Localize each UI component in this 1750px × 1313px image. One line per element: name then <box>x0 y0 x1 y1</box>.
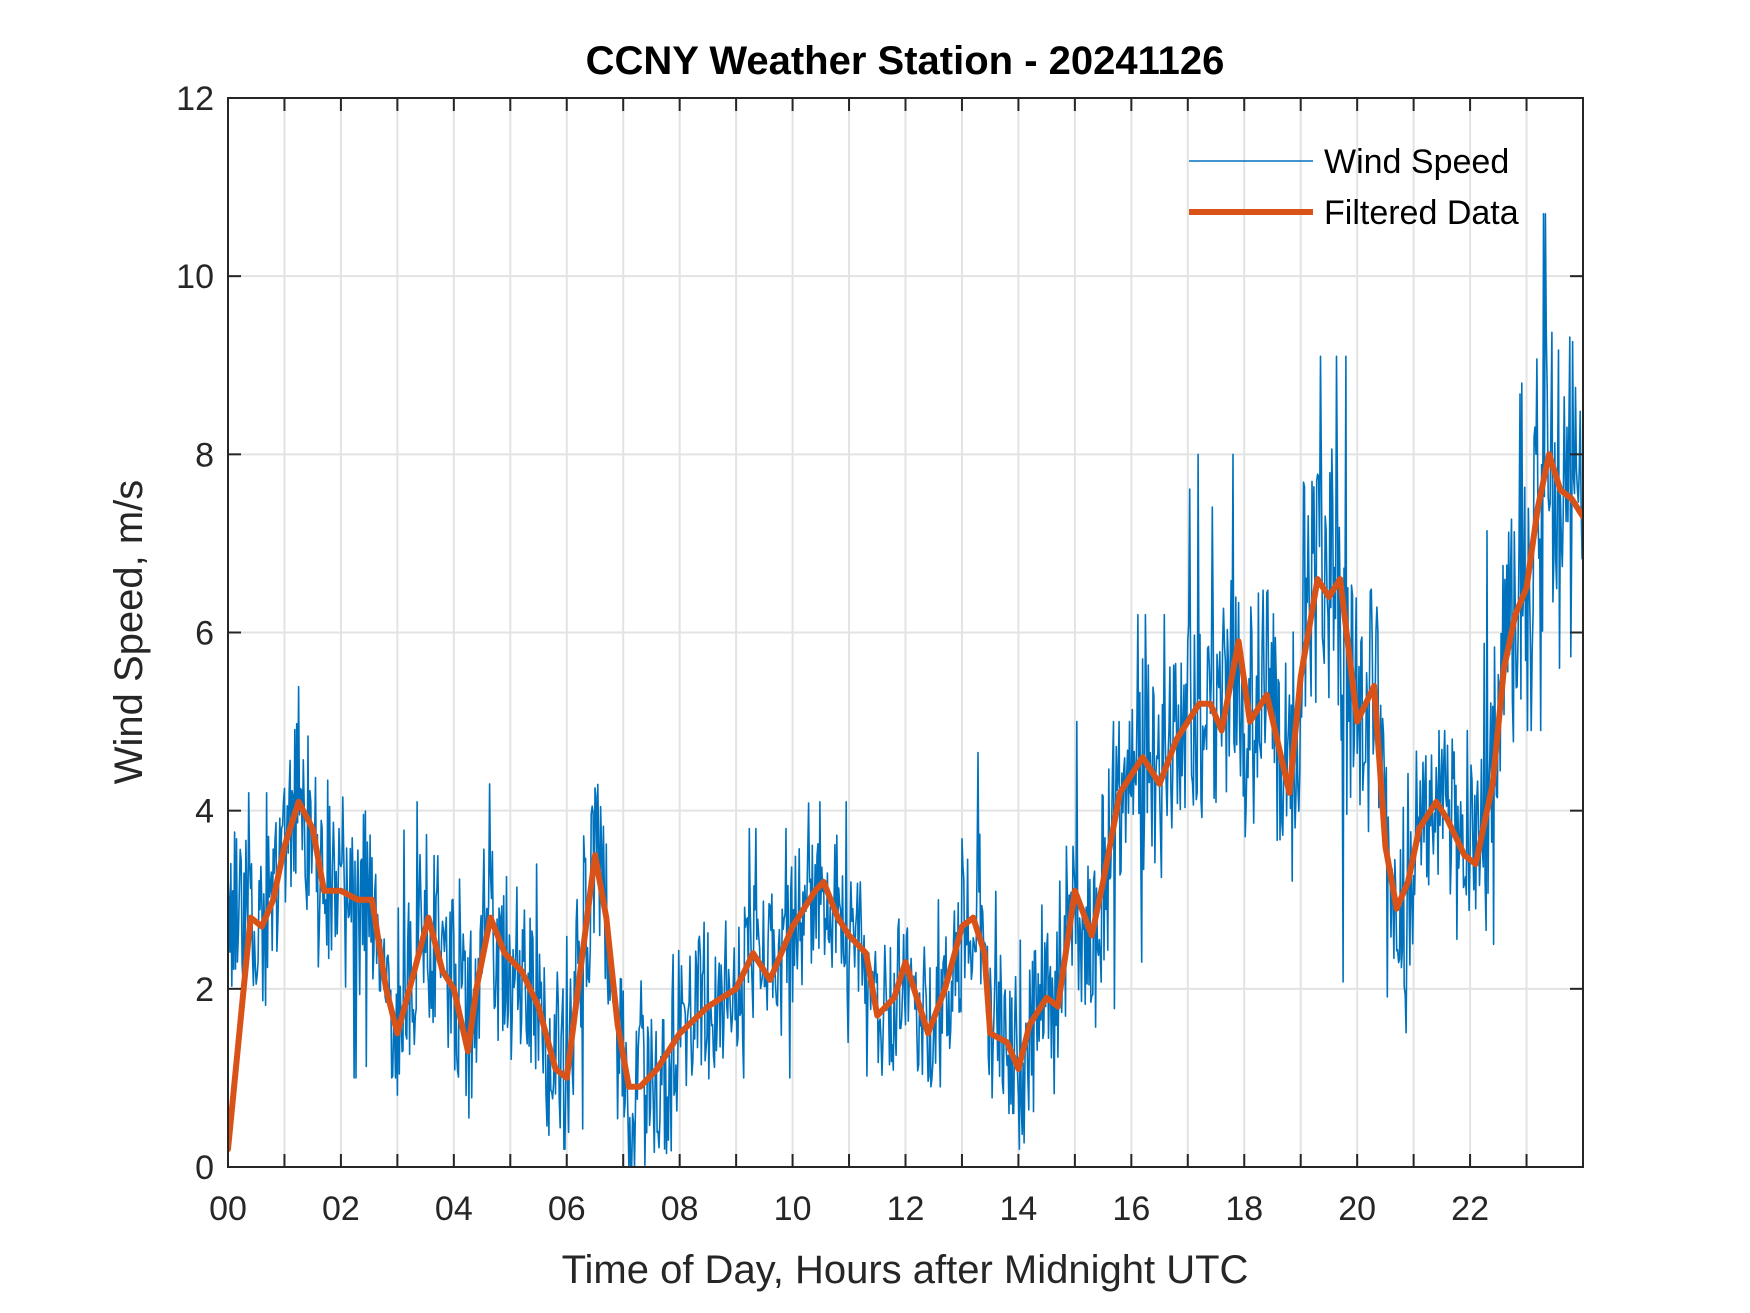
x-tick-labels: 00 02 04 06 08 10 12 14 16 18 20 22 <box>209 1190 1489 1228</box>
series-wind-speed-line <box>228 213 1583 1167</box>
y-tick-label: 8 <box>195 436 214 474</box>
x-tick-label: 02 <box>322 1190 360 1228</box>
x-tick-label: 04 <box>435 1190 473 1228</box>
x-tick-label: 00 <box>209 1190 247 1228</box>
x-tick-label: 08 <box>661 1190 699 1228</box>
x-tick-label: 16 <box>1112 1190 1150 1228</box>
x-tick-label: 22 <box>1451 1190 1489 1228</box>
axis-ticks <box>228 98 1583 1167</box>
legend-label-filtered-data: Filtered Data <box>1324 194 1519 232</box>
y-tick-label: 6 <box>195 615 214 653</box>
x-tick-label: 18 <box>1225 1190 1263 1228</box>
legend: Wind Speed Filtered Data <box>1189 143 1519 232</box>
series-filtered-data-line <box>228 451 1583 1153</box>
y-axis-label: Wind Speed, m/s <box>107 480 151 785</box>
x-tick-label: 20 <box>1338 1190 1376 1228</box>
x-tick-label: 06 <box>548 1190 586 1228</box>
x-tick-label: 12 <box>887 1190 925 1228</box>
y-tick-label: 2 <box>195 971 214 1009</box>
x-tick-label: 10 <box>774 1190 812 1228</box>
y-tick-label: 4 <box>195 793 214 831</box>
y-tick-label: 0 <box>195 1149 214 1187</box>
chart-title: CCNY Weather Station - 20241126 <box>586 39 1225 83</box>
y-tick-labels: 0 2 4 6 8 10 12 <box>176 80 214 1187</box>
y-tick-label: 12 <box>176 80 214 118</box>
y-tick-label: 10 <box>176 258 214 296</box>
x-tick-label: 14 <box>1000 1190 1038 1228</box>
x-axis-label: Time of Day, Hours after Midnight UTC <box>562 1248 1249 1292</box>
legend-label-wind-speed: Wind Speed <box>1324 143 1509 181</box>
